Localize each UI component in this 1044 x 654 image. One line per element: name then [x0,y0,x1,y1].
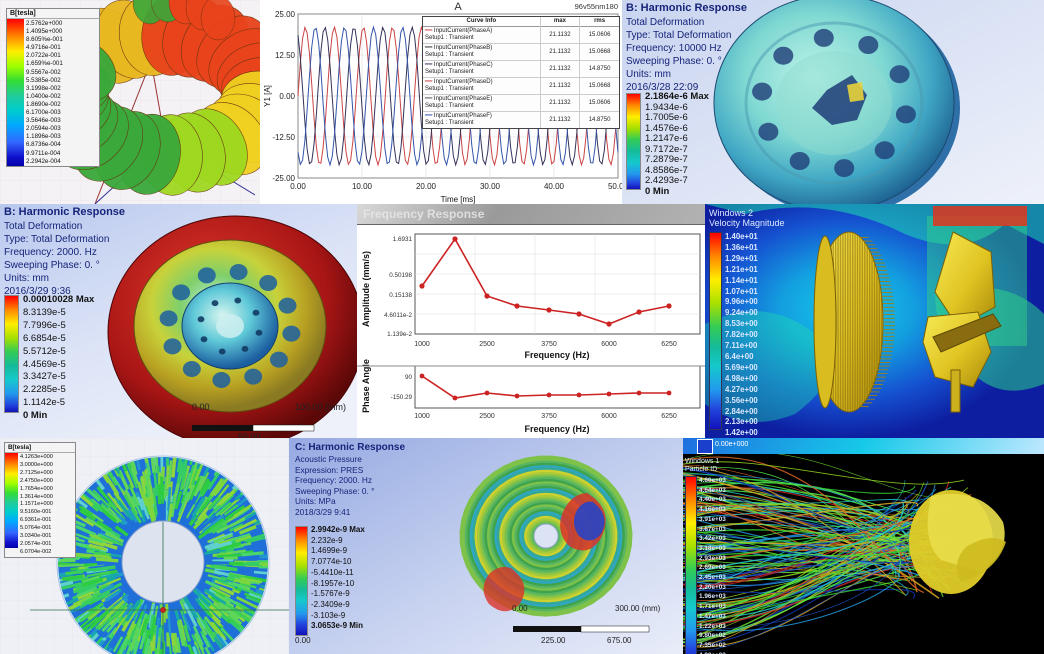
svg-text:A: A [454,1,462,13]
svg-text:0.15138: 0.15138 [389,292,412,299]
svg-text:0.00: 0.00 [290,182,306,191]
svg-text:6000: 6000 [601,413,617,420]
svg-text:90: 90 [405,374,413,381]
svg-text:1.139e-2: 1.139e-2 [387,331,412,338]
svg-text:Y1 [A]: Y1 [A] [263,85,272,107]
svg-text:1000: 1000 [414,341,430,348]
svg-text:96v55nm180: 96v55nm180 [575,2,618,11]
svg-text:2500: 2500 [479,341,495,348]
svg-text:-150.29: -150.29 [391,394,413,401]
svg-text:Frequency (Hz): Frequency (Hz) [524,424,589,434]
svg-text:Time [ms]: Time [ms] [441,195,476,204]
svg-text:Amplitude (mm/s): Amplitude (mm/s) [361,251,371,327]
svg-text:1000: 1000 [414,413,430,420]
svg-text:-12.50: -12.50 [272,133,295,142]
svg-text:30.00: 30.00 [480,182,501,191]
svg-text:6250: 6250 [661,341,677,348]
svg-text:Frequency (Hz): Frequency (Hz) [524,350,589,360]
svg-text:6000: 6000 [601,341,617,348]
svg-text:40.00: 40.00 [544,182,565,191]
svg-text:20.00: 20.00 [416,182,437,191]
svg-text:3750: 3750 [541,413,557,420]
svg-text:0.00: 0.00 [279,92,295,101]
svg-text:3750: 3750 [541,341,557,348]
svg-text:25.00: 25.00 [275,10,296,19]
svg-text:Phase Angle: Phase Angle [361,359,371,413]
svg-text:12.50: 12.50 [275,51,296,60]
svg-text:0.50198: 0.50198 [389,272,412,279]
svg-text:1.6931: 1.6931 [393,236,413,243]
svg-text:6250: 6250 [661,413,677,420]
svg-text:10.00: 10.00 [352,182,373,191]
svg-text:50.00: 50.00 [608,182,622,191]
svg-text:2500: 2500 [479,413,495,420]
svg-text:4.6011e-2: 4.6011e-2 [384,312,412,319]
